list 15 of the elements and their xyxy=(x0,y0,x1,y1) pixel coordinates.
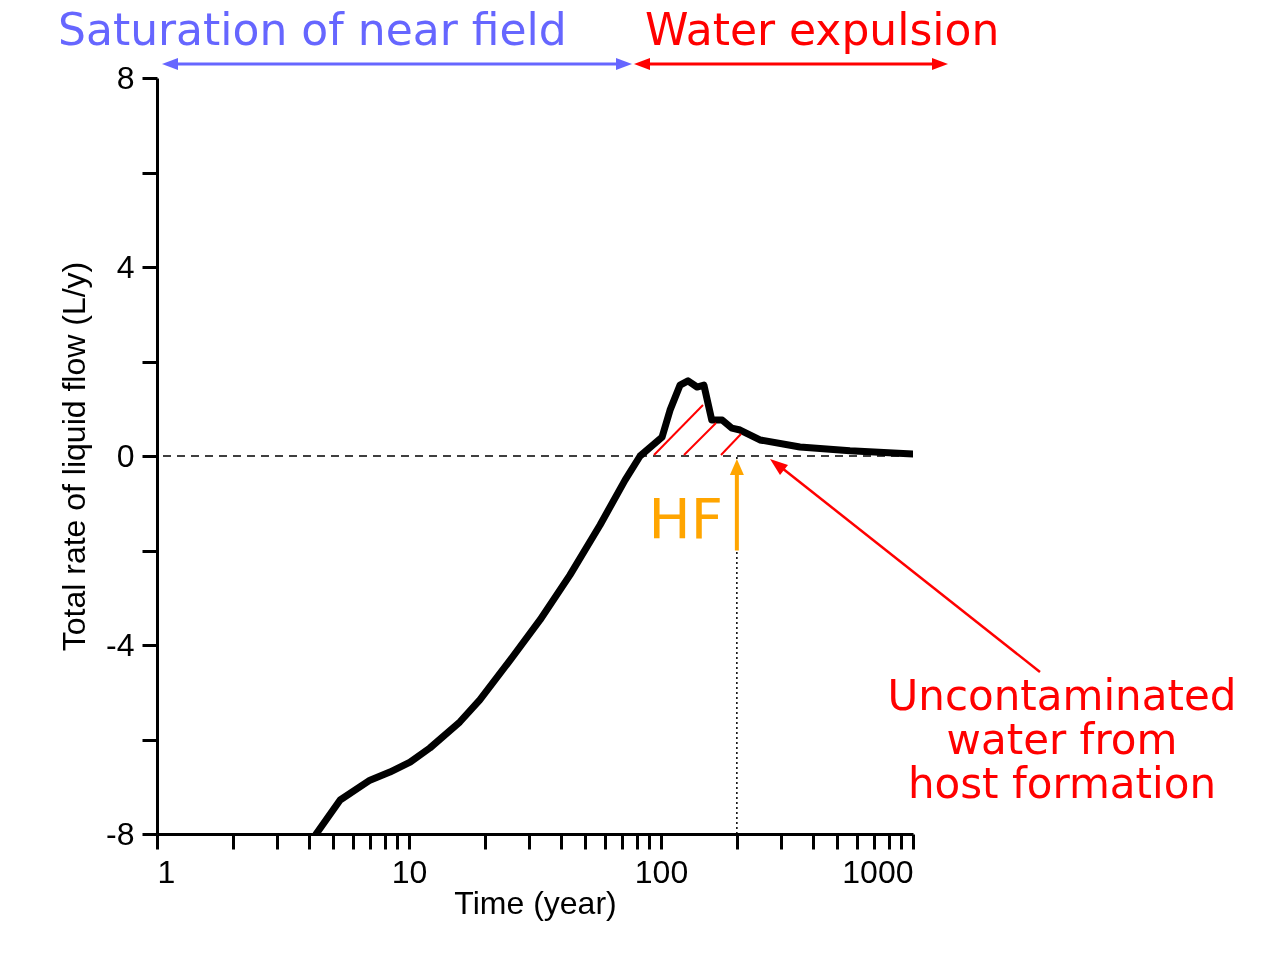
x-tick-label: 1000 xyxy=(842,853,914,890)
y-tick-label: 4 xyxy=(116,248,135,285)
x-tick-label: 10 xyxy=(391,853,428,890)
x-tick-label: 100 xyxy=(634,853,689,890)
y-tick-label: 0 xyxy=(116,437,135,474)
y-axis-title: Total rate of liquid flow (L/y) xyxy=(56,261,93,652)
x-tick-label: 1 xyxy=(157,853,176,890)
annotation: HF xyxy=(648,485,723,551)
text: Water expulsion xyxy=(645,4,1000,55)
x-axis-title: Time (year) xyxy=(454,884,617,921)
text: Saturation of near field xyxy=(58,4,567,55)
y-tick-label: -4 xyxy=(106,626,135,663)
y-tick-label: 8 xyxy=(116,59,135,96)
annotation: Uncontaminated water from host formation xyxy=(886,671,1238,809)
y-tick-label: -8 xyxy=(106,815,135,852)
